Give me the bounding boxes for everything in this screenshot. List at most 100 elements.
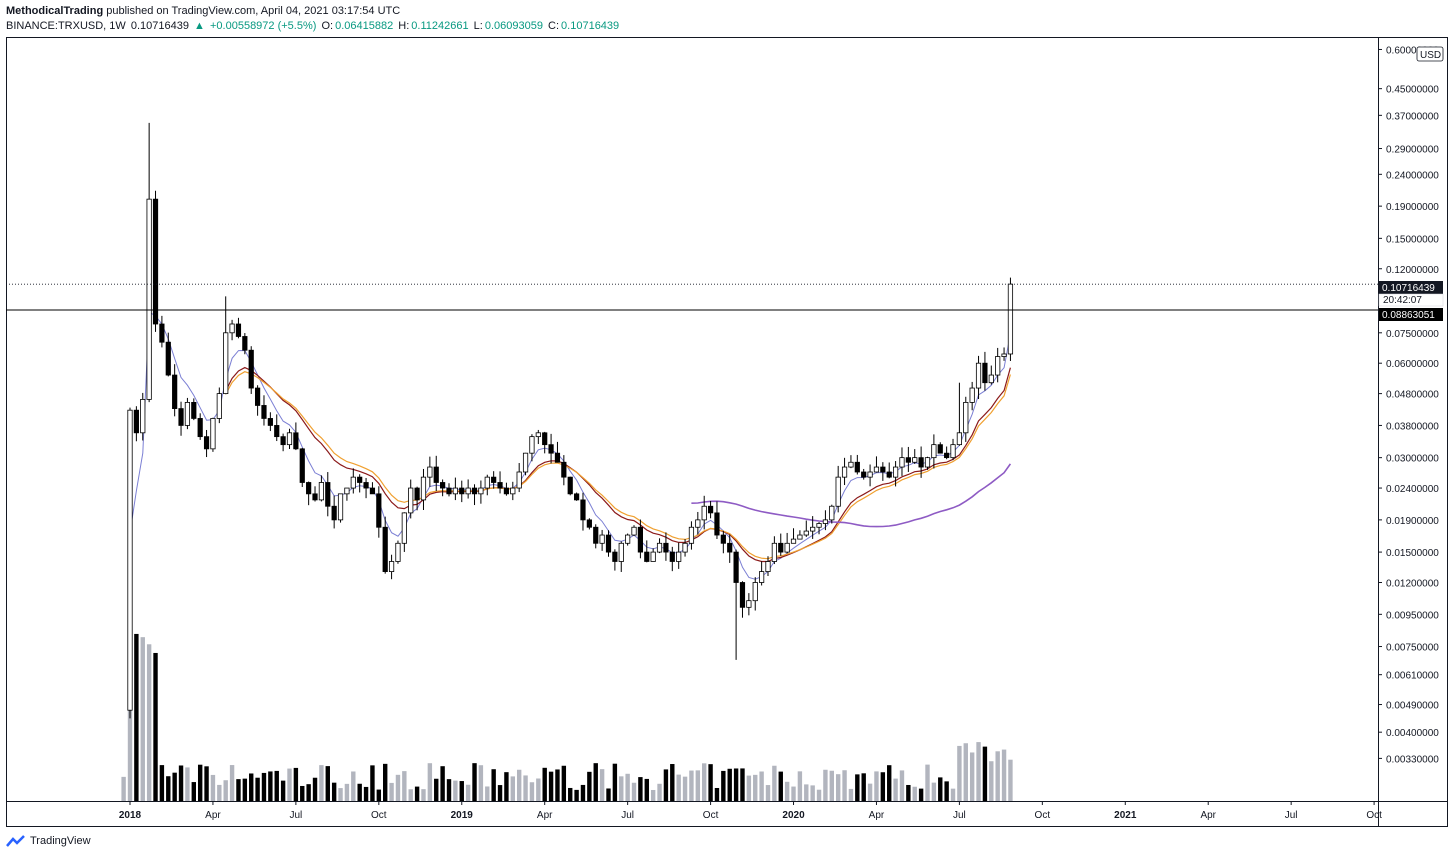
x-tick-label: 2020 (782, 810, 805, 821)
candle-body (337, 493, 344, 521)
volume-bar (989, 761, 994, 801)
candle-body (465, 487, 471, 495)
y-tick-label: 0.01200000 (1386, 578, 1439, 589)
candle-body (331, 505, 337, 521)
candle-body (631, 526, 637, 536)
candle-body (172, 374, 178, 409)
candle-body (733, 551, 739, 583)
candle-body (293, 432, 299, 450)
volume-bar (759, 771, 764, 801)
time-axis[interactable]: 2018 Apr Jul Oct 2019 Apr Jul Oct 2020 Apr Jul Oct 2… (119, 801, 1382, 821)
candle-body (714, 512, 720, 536)
volume-bar (784, 781, 790, 801)
candle-body (261, 405, 267, 419)
x-tick-label: Jul (953, 810, 966, 821)
volume-bar (402, 771, 407, 801)
y-tick-label: 0.12000000 (1386, 265, 1439, 276)
publish-line: MethodicalTrading published on TradingVi… (6, 4, 621, 19)
volume-bar (867, 783, 873, 801)
volume-bar (325, 766, 330, 801)
candle-body (159, 323, 165, 343)
candle-body (529, 436, 535, 454)
y-tick-label: 0.07500000 (1386, 329, 1439, 340)
ohlc-line: BINANCE:TRXUSD, 1W 0.10716439 ▲ +0.00558… (6, 19, 621, 34)
x-tick-label: Oct (1366, 810, 1382, 821)
volume-bar (861, 773, 866, 801)
currency-button[interactable]: USD (1416, 46, 1444, 62)
last-price-text: 0.10716439 (1382, 283, 1435, 294)
volume-bar (255, 777, 260, 801)
volume-bar (1001, 749, 1007, 801)
candle-body (497, 482, 503, 489)
volume-bar (727, 768, 732, 801)
volume-bar (714, 787, 720, 801)
candle-body (873, 466, 880, 473)
currency-button-box[interactable] (1416, 46, 1444, 62)
candle-body (503, 487, 510, 495)
candle-body (746, 600, 752, 608)
volume-bar (363, 786, 369, 801)
candle-body (822, 519, 829, 524)
last-value: 0.10716439 (130, 20, 189, 32)
candle-body (612, 551, 618, 562)
candle-body (931, 444, 937, 459)
level-price-tag (1379, 308, 1443, 321)
symbol-label: BINANCE:TRXUSD, 1W (6, 20, 126, 32)
candle-body (937, 444, 943, 454)
volume-bar (331, 782, 337, 801)
candle-body (350, 476, 356, 489)
candle-body (561, 461, 567, 478)
volume-bar (338, 788, 343, 801)
volume-bar (204, 766, 209, 801)
volume-bar (848, 788, 854, 801)
tradingview-brand[interactable]: TradingView (30, 835, 91, 847)
volume-bar (976, 742, 981, 801)
volume-bar (472, 763, 477, 801)
candle-body (554, 452, 561, 463)
volume-bar (823, 769, 828, 801)
volume-bar (880, 772, 886, 801)
candle-body (567, 476, 573, 495)
candle-body (229, 323, 235, 334)
volume-bar (612, 763, 618, 801)
volume-bar (574, 789, 579, 801)
candle-body (484, 476, 490, 489)
volume-bar (459, 781, 464, 801)
moving-average-line-ma_long (691, 463, 1012, 528)
candle-body (140, 399, 146, 434)
volume-bar (599, 769, 605, 801)
candle-body (248, 349, 254, 389)
candle-body (963, 402, 969, 434)
volume-bar (746, 775, 752, 801)
volume-bar (529, 782, 535, 801)
author-name[interactable]: MethodicalTrading (6, 5, 104, 17)
currency-button-label[interactable]: USD (1420, 50, 1441, 61)
volume-bar (791, 786, 796, 801)
volume-bar (421, 789, 426, 801)
candle-body (778, 542, 784, 553)
candle-body (427, 466, 433, 478)
x-tick-label: Apr (205, 810, 221, 821)
volume-bar (197, 764, 203, 801)
volume-bar (638, 777, 643, 801)
volume-bar (606, 788, 611, 801)
volume-bar (874, 771, 879, 801)
volume-bar (542, 767, 547, 801)
volume-bar (134, 633, 139, 801)
volume-bar (465, 784, 471, 801)
volume-bar (804, 784, 809, 801)
candle-body (146, 198, 152, 400)
volume-bar (657, 783, 662, 801)
volume-bar (306, 784, 311, 801)
tradingview-logo-icon[interactable] (6, 835, 26, 847)
volume-bar (478, 765, 484, 801)
volume-bar (516, 769, 522, 801)
volume-bar (414, 786, 420, 801)
close-value: 0.10716439 (561, 20, 620, 32)
volume-bar (702, 763, 707, 801)
price-chart[interactable]: 0.60000000 0.45000000 0.37000000 0.29000000… (6, 37, 1448, 827)
price-axis[interactable]: 0.60000000 0.45000000 0.37000000 0.29000000… (1378, 45, 1439, 765)
candle-body (867, 471, 873, 478)
candle-body (771, 542, 777, 562)
candle-body (752, 582, 758, 602)
